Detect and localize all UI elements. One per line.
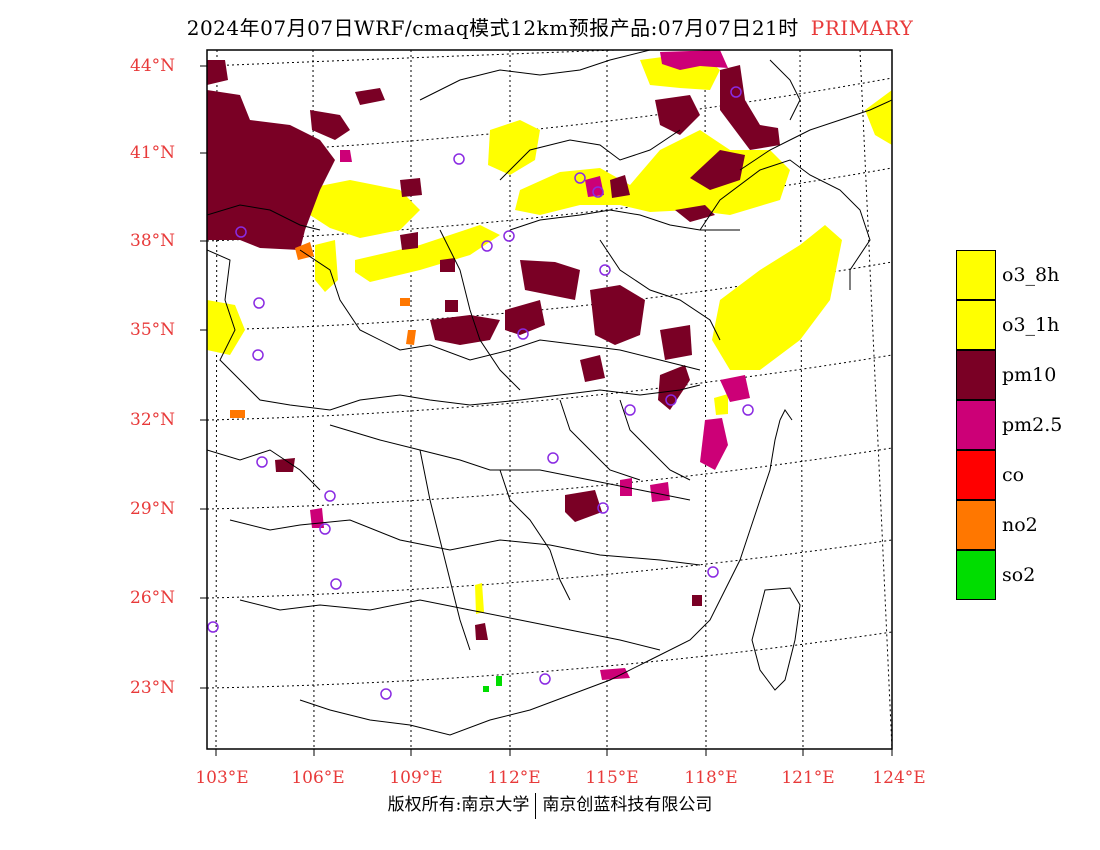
title-text: 2024年07月07日WRF/cmaq模式12km预报产品:07月07日21时 [186,16,799,40]
legend-swatch [956,550,996,600]
lon-label-109: 109°E [389,768,443,788]
lat-label-38: 38°N [130,231,176,251]
pm25-areas [310,50,750,680]
legend-swatch [956,250,996,300]
legend-item-so2: so2 [956,550,1100,600]
lon-label-115: 115°E [585,768,639,788]
lat-label-23: 23°N [130,678,176,698]
legend-swatch [956,400,996,450]
legend-item-o3-8h: o3_8h [956,250,1100,300]
lon-label-121: 121°E [781,768,835,788]
lon-label-112: 112°E [487,768,541,788]
copyright-footer: 版权所有:南京大学 南京创蓝科技有限公司 [0,790,1100,819]
footer-divider [535,792,537,819]
lon-label-106: 106°E [291,768,345,788]
legend-item-no2: no2 [956,500,1100,550]
station-markers [207,86,754,700]
lon-label-124: 124°E [872,768,926,788]
lat-label-32: 32°N [130,410,176,430]
legend-swatch [956,450,996,500]
copyright-left: 版权所有:南京大学 [387,795,530,815]
legend-item-co: co [956,450,1100,500]
legend-swatch [956,500,996,550]
legend-swatch [956,300,996,350]
legend-item-pm10: pm10 [956,350,1100,400]
lat-label-35: 35°N [130,320,176,340]
boundaries [207,50,892,736]
legend-label: no2 [1002,514,1038,536]
pm10-areas [207,60,780,640]
legend-item-pm25: pm2.5 [956,400,1100,450]
lon-label-103: 103°E [195,768,249,788]
map-title: 2024年07月07日WRF/cmaq模式12km预报产品:07月07日21时 P… [0,12,1100,41]
primary-tag: PRIMARY [810,16,914,40]
legend-label: so2 [1002,564,1036,586]
lon-label-118: 118°E [684,768,738,788]
legend-label: co [1002,464,1025,486]
no2-areas [230,242,416,418]
copyright-right: 南京创蓝科技有限公司 [542,795,713,815]
lat-label-41: 41°N [130,143,176,163]
lat-label-44: 44°N [130,56,176,76]
legend-label: o3_1h [1002,314,1060,336]
legend-label: pm10 [1002,364,1057,386]
axis-ticks [200,65,893,756]
legend-label: o3_8h [1002,264,1060,286]
so2-areas [483,676,502,692]
lat-label-29: 29°N [130,499,176,519]
legend-swatch [956,350,996,400]
lat-label-26: 26°N [130,588,176,608]
legend-label: pm2.5 [1002,414,1063,436]
legend-item-o3-1h: o3_1h [956,300,1100,350]
